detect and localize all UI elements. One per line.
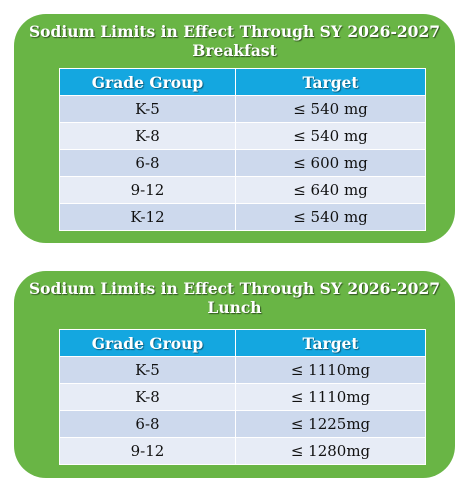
- table-row: K-5 ≤ 1110mg: [59, 356, 426, 384]
- breakfast-header-target: Target: [235, 68, 426, 96]
- breakfast-table: Grade Group Target K-5 ≤ 540 mg K-8 ≤ 54…: [59, 68, 426, 231]
- lunch-header-target: Target: [235, 329, 426, 357]
- table-row: 9-12 ≤ 1280mg: [59, 437, 426, 465]
- breakfast-header-grade: Grade Group: [59, 68, 236, 96]
- grade-cell: 6-8: [59, 149, 236, 177]
- table-row: 9-12 ≤ 640 mg: [59, 176, 426, 204]
- grade-cell: 9-12: [59, 176, 236, 204]
- target-cell: ≤ 1225mg: [235, 410, 426, 438]
- lunch-card: Sodium Limits in Effect Through SY 2026-…: [14, 271, 455, 478]
- grade-cell: K-8: [59, 122, 236, 150]
- breakfast-title-line1: Sodium Limits in Effect Through SY 2026-…: [28, 22, 441, 41]
- table-row: K-12 ≤ 540 mg: [59, 203, 426, 231]
- grade-cell: 6-8: [59, 410, 236, 438]
- table-row: 6-8 ≤ 600 mg: [59, 149, 426, 177]
- breakfast-title: Sodium Limits in Effect Through SY 2026-…: [14, 14, 455, 60]
- table-row: K-8 ≤ 1110mg: [59, 383, 426, 411]
- table-row: K-8 ≤ 540 mg: [59, 122, 426, 150]
- target-cell: ≤ 540 mg: [235, 203, 426, 231]
- target-cell: ≤ 1110mg: [235, 383, 426, 411]
- lunch-header-row: Grade Group Target: [59, 329, 426, 357]
- lunch-title: Sodium Limits in Effect Through SY 2026-…: [14, 271, 455, 317]
- target-cell: ≤ 540 mg: [235, 122, 426, 150]
- table-row: K-5 ≤ 540 mg: [59, 95, 426, 123]
- grade-cell: 9-12: [59, 437, 236, 465]
- target-cell: ≤ 540 mg: [235, 95, 426, 123]
- target-cell: ≤ 1110mg: [235, 356, 426, 384]
- grade-cell: K-12: [59, 203, 236, 231]
- target-cell: ≤ 600 mg: [235, 149, 426, 177]
- grade-cell: K-5: [59, 356, 236, 384]
- table-row: 6-8 ≤ 1225mg: [59, 410, 426, 438]
- grade-cell: K-8: [59, 383, 236, 411]
- target-cell: ≤ 640 mg: [235, 176, 426, 204]
- target-cell: ≤ 1280mg: [235, 437, 426, 465]
- lunch-table: Grade Group Target K-5 ≤ 1110mg K-8 ≤ 11…: [59, 329, 426, 465]
- breakfast-title-line2: Breakfast: [192, 41, 277, 60]
- grade-cell: K-5: [59, 95, 236, 123]
- lunch-title-line1: Sodium Limits in Effect Through SY 2026-…: [28, 279, 441, 298]
- breakfast-header-row: Grade Group Target: [59, 68, 426, 96]
- lunch-title-line2: Lunch: [207, 298, 262, 317]
- breakfast-card: Sodium Limits in Effect Through SY 2026-…: [14, 14, 455, 243]
- lunch-header-grade: Grade Group: [59, 329, 236, 357]
